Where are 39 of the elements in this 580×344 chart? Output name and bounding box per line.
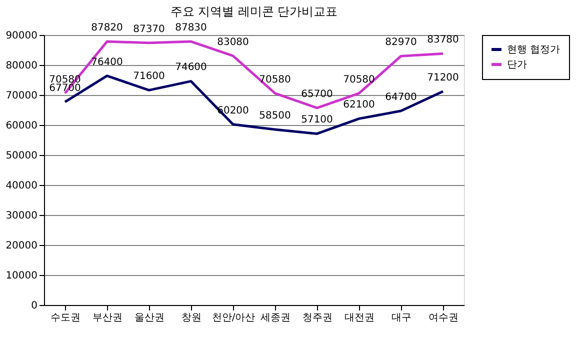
- data-label: 87370: [133, 24, 165, 35]
- y-tick-label: 20000: [6, 240, 38, 252]
- data-label: 82970: [385, 37, 417, 48]
- y-tick-label: 10000: [6, 270, 38, 282]
- data-label: 87830: [175, 22, 207, 34]
- x-tick-label: 청주권: [302, 312, 332, 324]
- data-label: 74600: [175, 62, 207, 74]
- data-label: 83080: [217, 36, 249, 48]
- x-tick-label: 세종권: [260, 312, 290, 324]
- x-tick-label: 울산권: [134, 312, 164, 324]
- data-label: 64700: [385, 92, 417, 103]
- x-tick-label: 여수권: [428, 312, 458, 324]
- y-tick-label: 50000: [6, 150, 38, 162]
- data-label: 87820: [91, 22, 123, 34]
- y-tick-label: 40000: [6, 180, 38, 192]
- data-label: 70580: [259, 74, 291, 86]
- legend-label: 현행 협정가: [507, 44, 560, 56]
- legend-label: 단가: [507, 60, 527, 70]
- chart-title: 주요 지역별 레미콘 단가비교표: [170, 4, 338, 19]
- data-label: 57100: [301, 114, 333, 126]
- data-label: 71200: [427, 72, 459, 84]
- x-tick-label: 수도권: [50, 312, 80, 324]
- y-tick-label: 80000: [6, 60, 38, 72]
- data-label: 76400: [91, 56, 123, 68]
- data-label: 71600: [133, 71, 165, 82]
- y-tick-label: 0: [31, 300, 38, 312]
- x-tick-label: 대전권: [344, 312, 374, 324]
- data-label: 83780: [427, 34, 459, 46]
- data-label: 65700: [301, 88, 333, 100]
- y-tick-label: 90000: [6, 30, 38, 42]
- x-tick-label: 부산권: [92, 312, 122, 324]
- data-label: 58500: [259, 110, 291, 122]
- x-tick-label: 천안/아산: [212, 312, 256, 324]
- y-tick-label: 30000: [6, 210, 38, 222]
- x-tick-label: 창원: [182, 312, 202, 324]
- x-tick-label: 대구: [392, 312, 412, 324]
- y-tick-label: 60000: [6, 120, 38, 132]
- data-label: 62100: [343, 100, 375, 111]
- y-tick-label: 70000: [6, 90, 38, 102]
